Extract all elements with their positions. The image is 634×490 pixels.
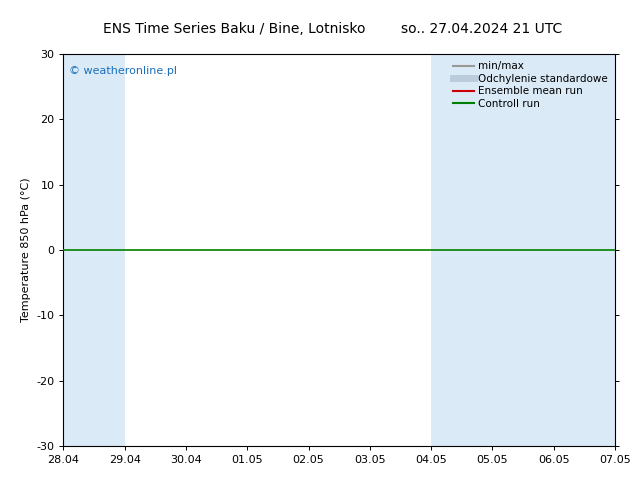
Bar xyxy=(431,54,493,446)
Legend: min/max, Odchylenie standardowe, Ensemble mean run, Controll run: min/max, Odchylenie standardowe, Ensembl… xyxy=(451,59,610,111)
Text: © weatheronline.pl: © weatheronline.pl xyxy=(69,66,177,75)
Bar xyxy=(493,54,553,446)
Y-axis label: Temperature 850 hPa (°C): Temperature 850 hPa (°C) xyxy=(21,177,30,322)
Text: ENS Time Series Baku / Bine, Lotnisko: ENS Time Series Baku / Bine, Lotnisko xyxy=(103,22,366,36)
Bar xyxy=(553,54,615,446)
Text: so.. 27.04.2024 21 UTC: so.. 27.04.2024 21 UTC xyxy=(401,22,562,36)
Bar xyxy=(63,54,125,446)
Bar xyxy=(615,54,634,446)
